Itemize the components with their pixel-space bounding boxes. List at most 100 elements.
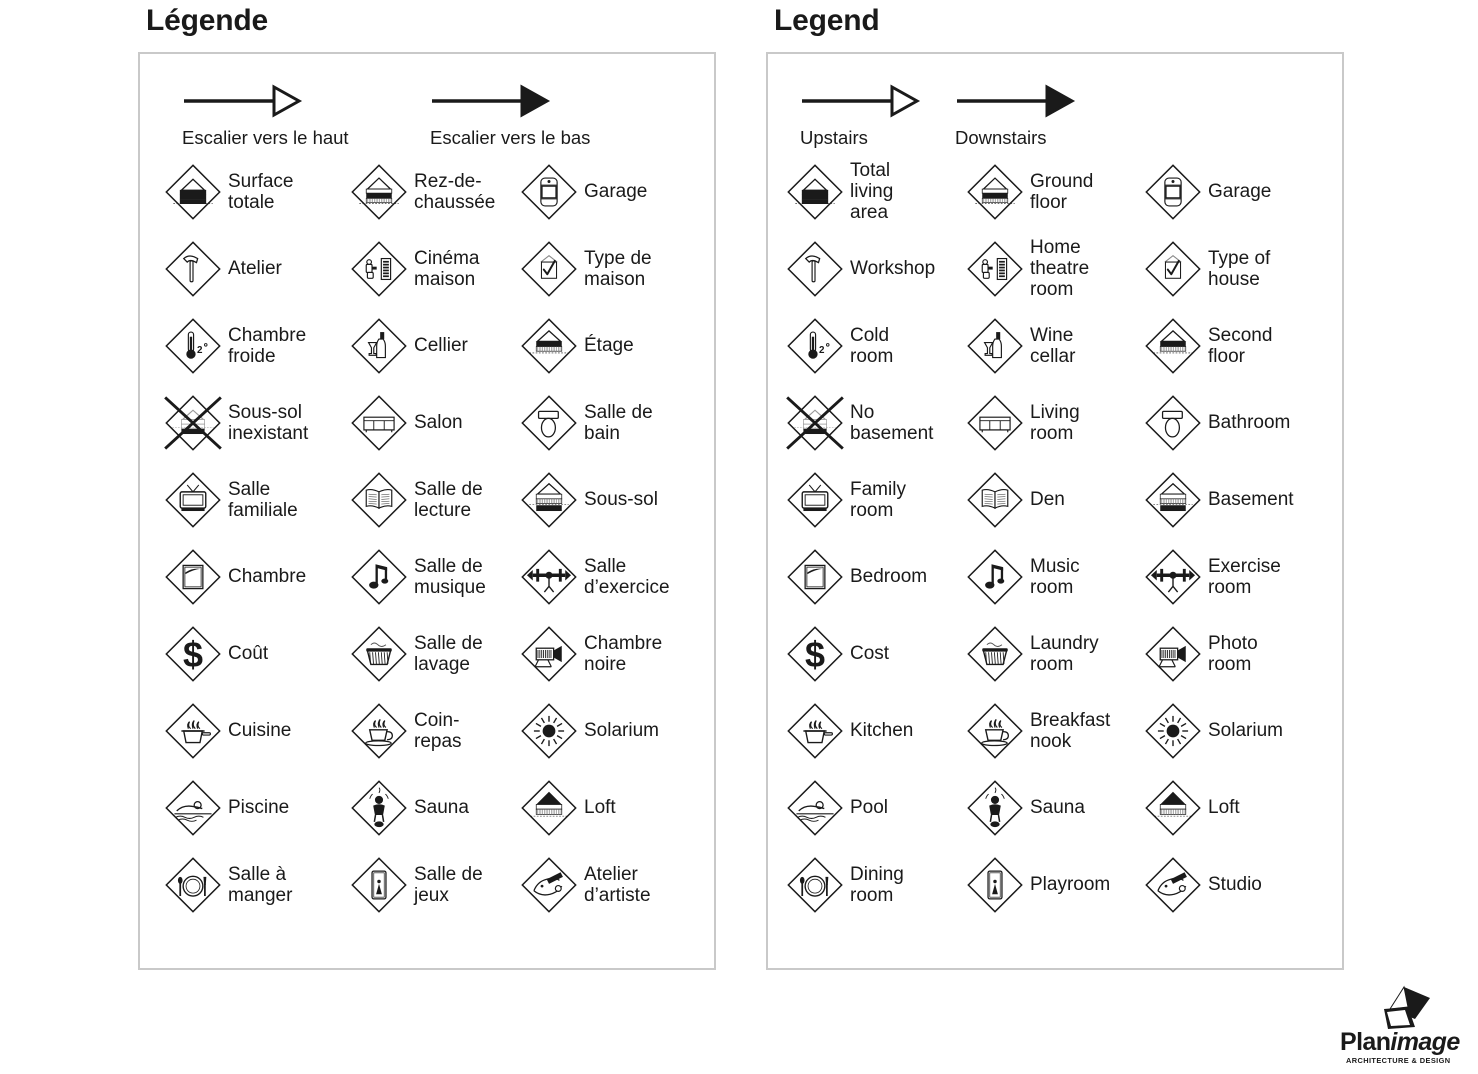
legend-item-label: Exercise room — [1208, 555, 1281, 598]
bathroom-icon — [520, 394, 578, 452]
legend-item[interactable]: Garage — [1144, 153, 1334, 230]
legend-item[interactable]: Basement — [1144, 461, 1334, 538]
legend-item[interactable]: Salon — [350, 384, 520, 461]
legend-item-label: Sous-sol inexistant — [228, 401, 309, 444]
ground-floor-icon — [350, 163, 408, 221]
legend-item-label: Surface totale — [228, 170, 294, 213]
svg-text:$: $ — [183, 634, 203, 675]
legend-item[interactable]: Laundry room — [966, 615, 1144, 692]
legend-item[interactable]: Breakfast nook — [966, 692, 1144, 769]
legend-item[interactable]: Sauna — [966, 769, 1144, 846]
legend-item[interactable]: Atelier — [164, 230, 350, 307]
legend-item[interactable]: Type of house — [1144, 230, 1334, 307]
stairs-label: Escalier vers le bas — [430, 127, 591, 148]
legend-item[interactable]: Rez-de- chaussée — [350, 153, 520, 230]
legend-item-label: Solarium — [584, 720, 659, 742]
logo-word-image: image — [1390, 1028, 1460, 1056]
legend-item[interactable]: Bedroom — [786, 538, 966, 615]
legend-item[interactable]: Studio — [1144, 846, 1334, 923]
legend-item-label: Sauna — [1030, 797, 1085, 819]
legend-item-label: Coin- repas — [414, 709, 462, 752]
cost-icon: $ — [786, 625, 844, 683]
legend-item[interactable]: No basement — [786, 384, 966, 461]
legend-item[interactable]: Total living area — [786, 153, 966, 230]
legend-item[interactable]: Piscine — [164, 769, 350, 846]
total-area-icon — [786, 163, 844, 221]
legend-item[interactable]: Sous-sol inexistant — [164, 384, 350, 461]
legend-item[interactable]: Second floor — [1144, 307, 1334, 384]
legend-item[interactable]: Wine cellar — [966, 307, 1144, 384]
legend-item[interactable]: Pool — [786, 769, 966, 846]
legend-item[interactable]: Salle de jeux — [350, 846, 520, 923]
legend-item-label: Pool — [850, 797, 889, 819]
legend-grid-en: Total living area Ground floor Garage Works… — [786, 153, 1342, 923]
legend-item[interactable]: $ Coût — [164, 615, 350, 692]
legend-item[interactable]: Home theatre room — [966, 230, 1144, 307]
legend-item[interactable]: Étage — [520, 307, 710, 384]
type-of-house-icon — [1144, 240, 1202, 298]
legend-item[interactable]: Family room — [786, 461, 966, 538]
legend-item-label: Salle familiale — [228, 478, 298, 521]
second-floor-icon — [520, 317, 578, 375]
svg-text:2: 2 — [197, 345, 203, 356]
legend-item[interactable]: Photo room — [1144, 615, 1334, 692]
logo-book-mark-icon — [1384, 985, 1430, 1029]
legend-item[interactable]: Cuisine — [164, 692, 350, 769]
legend-item[interactable]: Garage — [520, 153, 710, 230]
legend-item[interactable]: Solarium — [1144, 692, 1334, 769]
legend-item[interactable]: Living room — [966, 384, 1144, 461]
legend-item-label: Type of house — [1208, 247, 1271, 290]
legend-item[interactable]: Dining room — [786, 846, 966, 923]
legend-item[interactable]: Salle de bain — [520, 384, 710, 461]
legend-panel-fr: Légende Escalier vers le haut Escalier v… — [138, 6, 716, 970]
legend-item[interactable]: Salle à manger — [164, 846, 350, 923]
wine-cellar-icon — [350, 317, 408, 375]
legend-item[interactable]: Type de maison — [520, 230, 710, 307]
legend-item[interactable]: Solarium — [520, 692, 710, 769]
den-icon — [350, 471, 408, 529]
photo-room-icon — [520, 625, 578, 683]
legend-item[interactable]: Playroom — [966, 846, 1144, 923]
legend-item[interactable]: Loft — [1144, 769, 1334, 846]
legend-item-label: Salle de bain — [584, 401, 653, 444]
legend-item[interactable]: Cinéma maison — [350, 230, 520, 307]
legend-item[interactable]: Salle de musique — [350, 538, 520, 615]
legend-item-label: Coût — [228, 643, 269, 665]
legend-item[interactable]: Ground floor — [966, 153, 1144, 230]
svg-text:$: $ — [805, 634, 825, 675]
legend-item[interactable]: Coin- repas — [350, 692, 520, 769]
wine-cellar-icon — [966, 317, 1024, 375]
legend-item[interactable]: $ Cost — [786, 615, 966, 692]
legend-item[interactable]: Bathroom — [1144, 384, 1334, 461]
kitchen-icon — [164, 702, 222, 760]
legend-item[interactable]: Sauna — [350, 769, 520, 846]
legend-item[interactable]: 2 Cold room — [786, 307, 966, 384]
legend-item[interactable]: Chambre — [164, 538, 350, 615]
family-room-icon — [786, 471, 844, 529]
legend-item[interactable]: Den — [966, 461, 1144, 538]
bathroom-icon — [1144, 394, 1202, 452]
living-room-icon — [350, 394, 408, 452]
legend-item[interactable]: Kitchen — [786, 692, 966, 769]
kitchen-icon — [786, 702, 844, 760]
legend-item[interactable]: Exercise room — [1144, 538, 1334, 615]
second-floor-icon — [1144, 317, 1202, 375]
legend-item[interactable]: Surface totale — [164, 153, 350, 230]
legend-item-label: Dining room — [850, 863, 904, 906]
legend-item[interactable]: Salle de lecture — [350, 461, 520, 538]
legend-item[interactable]: Salle d’exercice — [520, 538, 710, 615]
legend-item[interactable]: Sous-sol — [520, 461, 710, 538]
legend-item[interactable]: Atelier d’artiste — [520, 846, 710, 923]
legend-item[interactable]: Loft — [520, 769, 710, 846]
legend-item[interactable]: 2 Chambre froide — [164, 307, 350, 384]
legend-item[interactable]: Salle de lavage — [350, 615, 520, 692]
stairs-upstairs-fr: Escalier vers le haut — [182, 84, 430, 148]
legend-item-label: Salle de jeux — [414, 863, 483, 906]
legend-item[interactable]: Workshop — [786, 230, 966, 307]
legend-item[interactable]: Music room — [966, 538, 1144, 615]
legend-item[interactable]: Cellier — [350, 307, 520, 384]
legend-item[interactable]: Salle familiale — [164, 461, 350, 538]
playroom-icon — [966, 856, 1024, 914]
legend-item-label: Sous-sol — [584, 489, 658, 511]
legend-item[interactable]: Chambre noire — [520, 615, 710, 692]
